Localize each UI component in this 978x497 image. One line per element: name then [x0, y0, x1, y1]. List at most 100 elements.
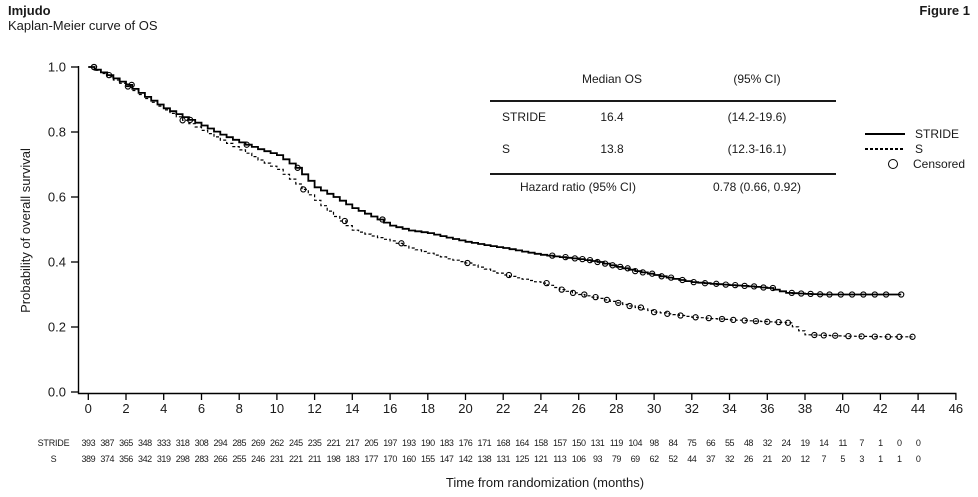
risk-count: 171: [477, 438, 492, 448]
risk-count: 235: [307, 438, 322, 448]
risk-count: 198: [326, 454, 341, 464]
censor-mark-stride: [837, 291, 844, 298]
risk-count: 294: [213, 438, 228, 448]
risk-count: 298: [175, 454, 190, 464]
x-tick-label: 34: [722, 401, 736, 416]
censor-mark-s: [692, 314, 699, 321]
x-tick-label: 26: [571, 401, 585, 416]
censor-mark-stride: [667, 274, 675, 281]
risk-count: 24: [781, 438, 792, 448]
summary-divider-top: [490, 100, 836, 102]
censor-mark-stride: [860, 291, 867, 298]
censor-mark-stride: [594, 258, 601, 266]
km-curve-s: [88, 66, 913, 338]
censor-mark-s: [741, 317, 748, 324]
risk-count: 21: [762, 454, 773, 464]
risk-count: 121: [534, 454, 548, 464]
risk-count: 37: [706, 454, 716, 464]
censor-mark-s: [705, 314, 712, 322]
summary-divider-bottom: [490, 173, 836, 175]
risk-count: 157: [552, 438, 567, 448]
risk-count: 79: [611, 454, 622, 464]
censor-mark-s: [398, 240, 405, 247]
censor-mark-s: [179, 117, 186, 124]
summary-row-stride-ci: (14.2-19.6): [727, 110, 787, 124]
risk-count: 221: [326, 438, 341, 448]
risk-count: 221: [288, 454, 303, 464]
risk-count: 19: [800, 438, 810, 448]
risk-count: 348: [138, 438, 152, 448]
summary-row-s-ci: (12.3-16.1): [727, 142, 787, 156]
risk-count: 160: [402, 454, 416, 464]
risk-count: 1: [878, 454, 883, 464]
risk-count: 387: [100, 438, 115, 448]
risk-count: 342: [138, 454, 152, 464]
censor-mark-s: [845, 332, 852, 340]
risk-count: 318: [175, 438, 190, 448]
risk-count: 170: [383, 454, 397, 464]
risk-count: 197: [383, 438, 397, 448]
legend-item-censored: Censored: [862, 156, 978, 171]
censor-mark-stride: [294, 164, 301, 171]
censor-mark-stride: [713, 280, 720, 287]
censored-marker-icon: [888, 158, 898, 169]
censor-mark-stride: [105, 71, 113, 79]
risk-count: 125: [515, 454, 529, 464]
censor-mark-s: [615, 299, 622, 307]
censor-mark-stride: [571, 255, 579, 262]
risk-count: 190: [420, 438, 435, 448]
censor-mark-stride: [882, 291, 890, 298]
risk-count: 48: [743, 438, 754, 448]
legend-censored-label: Censored: [913, 156, 966, 171]
x-tick-label: 42: [873, 401, 887, 416]
risk-count: 285: [232, 438, 247, 448]
y-tick-label: 0.2: [48, 320, 66, 335]
x-tick-label: 44: [911, 401, 925, 416]
risk-row-stride: 393 387 365 348 333 318 308 294 285 269 262 245 235 2…: [0, 438, 978, 449]
risk-count: 193: [402, 438, 416, 448]
censor-mark-s: [637, 304, 645, 311]
x-tick-label: 10: [270, 401, 284, 416]
censor-mark-stride: [732, 281, 739, 289]
censor-mark-stride: [549, 252, 556, 259]
risk-count: 131: [590, 438, 605, 448]
censor-mark-s: [820, 332, 827, 339]
x-tick-label: 36: [760, 401, 774, 416]
risk-count: 14: [819, 438, 829, 448]
censor-mark-s: [730, 316, 737, 324]
risk-count: 269: [251, 438, 265, 448]
risk-count: 12: [800, 454, 810, 464]
censor-mark-stride: [632, 267, 639, 275]
risk-count: 32: [724, 454, 735, 464]
censor-mark-s: [871, 333, 878, 340]
risk-count: 211: [308, 454, 322, 464]
censor-mark-stride: [690, 278, 697, 286]
risk-count: 183: [439, 438, 454, 448]
censor-mark-stride: [658, 273, 665, 280]
censor-mark-stride: [609, 262, 616, 269]
x-tick-label: 30: [647, 401, 661, 416]
censor-mark-s: [752, 317, 760, 325]
censor-mark-stride: [898, 291, 905, 298]
x-tick-label: 2: [122, 401, 129, 416]
risk-count: 62: [649, 454, 660, 464]
censor-mark-stride: [760, 284, 767, 291]
summary-row-s-label: S: [502, 142, 511, 156]
risk-count: 52: [668, 454, 678, 464]
risk-count: 11: [838, 438, 847, 448]
risk-count: 262: [270, 438, 284, 448]
censor-mark-stride: [649, 270, 656, 277]
y-tick-label: 0.8: [48, 125, 66, 140]
censor-mark-s: [896, 333, 903, 340]
risk-count: 119: [609, 438, 623, 448]
x-tick-label: 8: [236, 401, 243, 416]
censor-mark-s: [505, 271, 513, 279]
censor-mark-stride: [769, 284, 777, 292]
legend-item-stride: STRIDE: [862, 126, 978, 141]
risk-count: 365: [119, 438, 133, 448]
censor-mark-stride: [826, 291, 833, 298]
y-tick-label: 0.6: [48, 190, 66, 205]
risk-count: 0: [897, 438, 902, 448]
x-tick-label: 38: [798, 401, 812, 416]
